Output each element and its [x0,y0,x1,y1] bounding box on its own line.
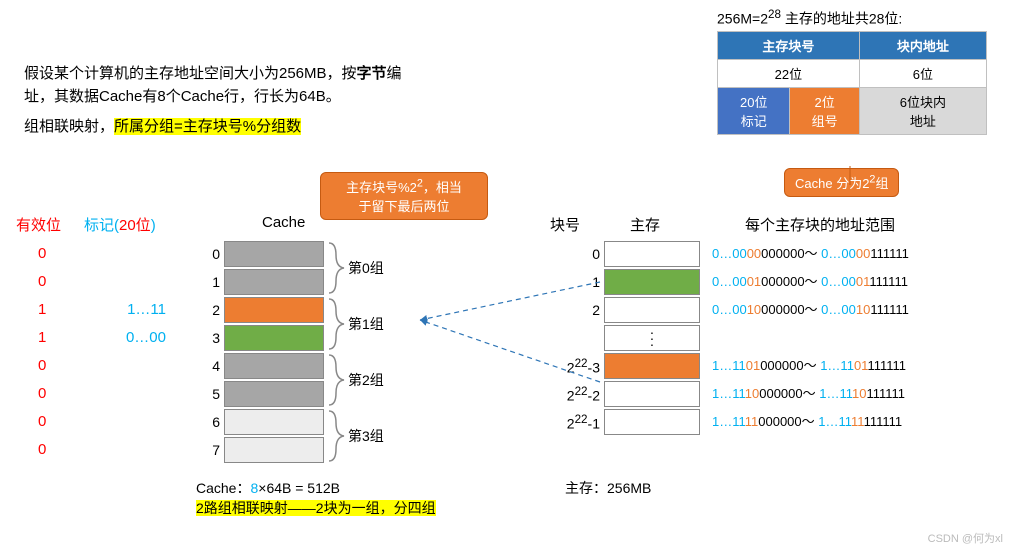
problem-text: 假设某个计算机的主存地址空间大小为256MB，按字节编 址，其数据Cache有8… [24,62,484,138]
addr-range: 1…1110000000～ 1…1110111111 [712,380,909,408]
mark-value: 1…11 [96,296,166,324]
bottom-cache-notes: Cache：8×64B = 512B 2路组相联映射——2块为一组，分四组 [196,478,436,518]
hdr-blockno: 主存块号 [718,31,860,59]
address-ranges: 0…0000000000～ 0…00001111110…0001000000～ … [712,240,909,436]
mark-value: 0…00 [96,324,166,352]
watermark: CSDN @何为xl [928,530,1003,546]
address-table-region: 256M=228 主存的地址共28位: 主存块号 块内地址 22位 6位 20位… [717,8,987,135]
group-label: 第1组 [328,296,384,352]
valid-bit: 0 [38,352,46,380]
addr-range: 0…0000000000～ 0…0000111111 [712,240,909,268]
mem-row: 222-1 [560,408,700,436]
mark-values-col: 1…110…00 [96,240,166,464]
bottom-mem-note: 主存：256MB [565,478,651,498]
modulo-note: 主存块号%22，相当 于留下最后两位 [320,172,488,220]
hdr-mem: 主存 [630,214,660,235]
group-braces: 第0组第1组第2组第3组 [328,240,384,464]
group-label: 第0组 [328,240,384,296]
cell-mark: 20位标记 [718,87,790,134]
valid-bit: 0 [38,436,46,464]
valid-values-col: 00110000 [38,240,46,464]
group-label: 第2组 [328,352,384,408]
valid-bit: 0 [38,240,46,268]
row-22bit: 22位 [718,59,860,87]
hdr-cache: Cache [262,214,305,231]
row-6bit: 6位 [859,59,986,87]
mem-row: 1 [560,268,700,296]
mem-row: ··· [560,324,700,352]
hdr-block: 块号 [550,214,580,235]
memory-diagram: 012···222-3222-2222-1 [560,240,700,436]
valid-bit: 1 [38,324,46,352]
cell-group: 2位组号 [790,87,859,134]
addr-range: 1…1101000000～ 1…1101111111 [712,352,909,380]
mem-row: 222-2 [560,380,700,408]
cell-offset: 6位块内地址 [859,87,986,134]
hdr-valid: 有效位 [16,214,61,235]
mark-value [96,240,166,268]
hdr-range: 每个主存块的地址范围 [745,214,895,235]
valid-bit: 0 [38,380,46,408]
group-label: 第3组 [328,408,384,464]
valid-bit: 0 [38,268,46,296]
address-table: 主存块号 块内地址 22位 6位 20位标记 2位组号 6位块内地址 [717,31,987,135]
mem-row: 2 [560,296,700,324]
valid-bit: 0 [38,408,46,436]
valid-bit: 1 [38,296,46,324]
hdr-mark: 标记(20位) [84,214,156,235]
addr-range: 0…0010000000～ 0…0010111111 [712,296,909,324]
mark-value [96,408,166,436]
mark-value [96,436,166,464]
mark-value [96,380,166,408]
mark-value [96,352,166,380]
cache-groups-badge: Cache 分为22组 [784,168,899,197]
hdr-offset: 块内地址 [859,31,986,59]
address-caption: 256M=228 主存的地址共28位: [717,8,987,29]
mark-value [96,268,166,296]
mem-row: 0 [560,240,700,268]
addr-range: 0…0001000000～ 0…0001111111 [712,268,909,296]
addr-range: 1…1111000000～ 1…1111111111 [712,408,909,436]
mem-row: 222-3 [560,352,700,380]
